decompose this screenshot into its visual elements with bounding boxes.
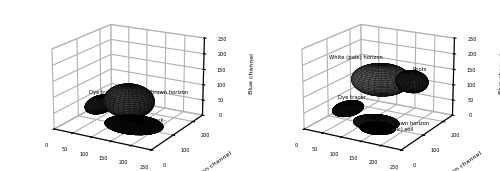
Y-axis label: Green channel: Green channel bbox=[192, 151, 232, 171]
Y-axis label: Green channel: Green channel bbox=[442, 151, 482, 171]
